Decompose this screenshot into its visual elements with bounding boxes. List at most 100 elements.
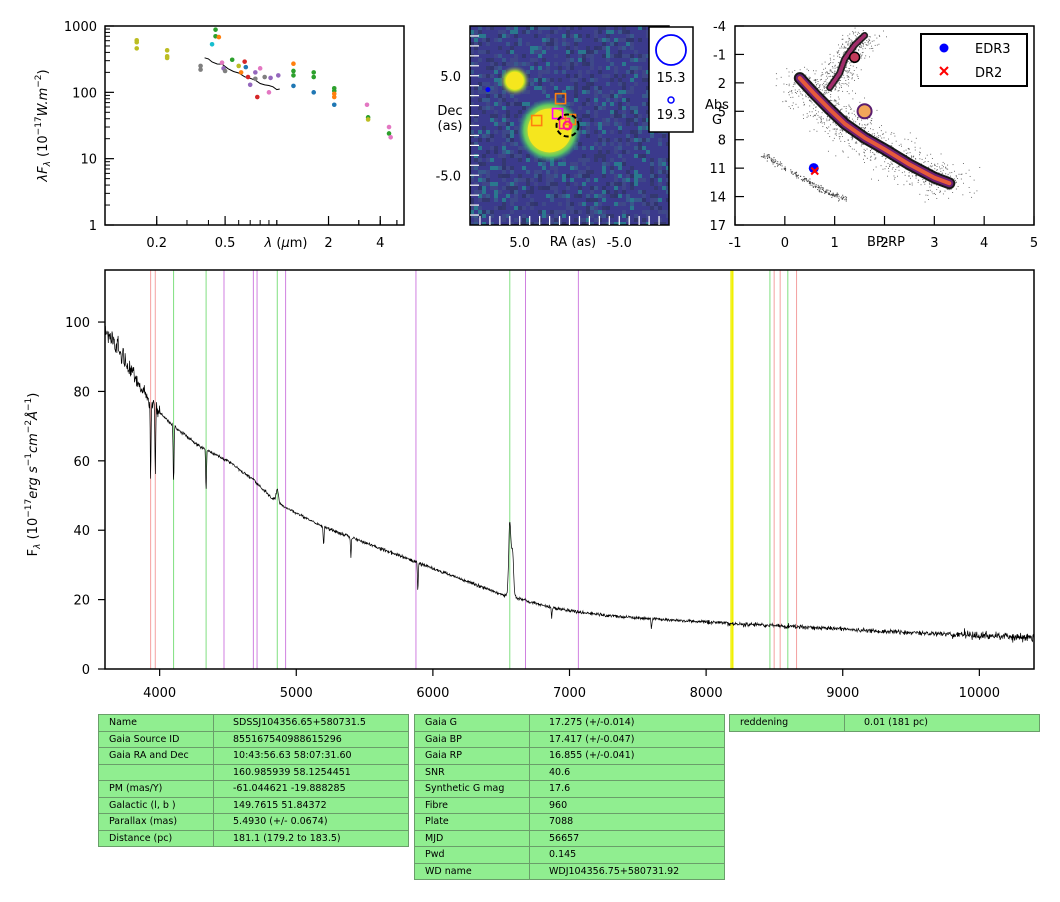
image-pixel xyxy=(554,86,558,90)
hr-white-dwarf-star xyxy=(781,168,783,170)
image-pixel xyxy=(558,26,562,30)
image-pixel xyxy=(598,94,602,98)
image-pixel xyxy=(538,86,542,90)
spectrum-panel: 4000 5000 6000 7000 8000 9000 1000002040608010… xyxy=(24,269,1035,701)
image-pixel xyxy=(562,90,566,94)
image-pixel xyxy=(558,78,562,82)
hr-field-star xyxy=(793,82,795,84)
image-pixel xyxy=(606,74,610,78)
hr-field-star xyxy=(870,133,872,135)
image-pixel xyxy=(502,30,506,34)
hr-field-star xyxy=(851,148,853,150)
image-pixel xyxy=(642,210,646,214)
image-pixel xyxy=(614,94,618,98)
hr-field-star xyxy=(947,173,949,175)
image-pixel xyxy=(634,110,638,114)
hr-white-dwarf-star xyxy=(828,192,830,194)
photometry-key: SNR xyxy=(414,763,530,781)
image-pixel xyxy=(634,134,638,138)
sed-point xyxy=(134,39,140,45)
hr-field-star xyxy=(860,69,862,71)
image-pixel xyxy=(482,126,486,130)
hr-field-star xyxy=(931,165,933,167)
hr-field-star xyxy=(833,100,835,102)
sed-point xyxy=(291,83,296,89)
hr-field-star xyxy=(904,171,906,173)
hr-field-star xyxy=(790,107,791,109)
hr-field-star xyxy=(866,40,868,41)
image-pixel xyxy=(542,66,546,70)
image-pixel xyxy=(554,222,558,225)
image-pixel xyxy=(590,198,594,202)
image-pixel xyxy=(614,146,618,150)
sed-point xyxy=(291,73,296,78)
image-pixel xyxy=(642,218,646,222)
hr-field-star xyxy=(883,30,884,32)
image-pixel xyxy=(610,182,614,186)
image-pixel xyxy=(530,58,534,62)
image-pixel xyxy=(470,178,474,182)
image-pixel xyxy=(494,78,498,82)
hr-white-dwarf-star xyxy=(771,160,773,162)
image-pixel xyxy=(478,34,482,38)
hr-field-star xyxy=(871,178,872,180)
image-pixel xyxy=(574,94,578,98)
hr-field-star xyxy=(860,57,862,59)
image-pixel xyxy=(614,194,618,198)
hr-white-dwarf-star xyxy=(776,162,778,164)
image-pixel xyxy=(562,214,566,218)
image-pixel xyxy=(526,90,530,94)
hr-field-star xyxy=(883,137,885,139)
image-pixel xyxy=(474,158,478,162)
image-pixel xyxy=(578,174,582,178)
hr-field-star xyxy=(828,91,830,93)
hr-field-star xyxy=(855,115,857,117)
image-pixel xyxy=(558,74,562,78)
reference-lines xyxy=(150,270,798,669)
hr-field-star xyxy=(815,79,817,81)
hr-field-star xyxy=(873,133,875,135)
hr-field-star xyxy=(869,117,871,118)
image-pixel xyxy=(490,134,494,138)
hr-field-star xyxy=(840,129,842,131)
hr-field-star xyxy=(891,163,893,165)
image-pixel xyxy=(594,222,598,225)
spectrum-y-label: Fλ (10−17erg s−1cm−2Å−1) xyxy=(24,393,43,557)
hr-field-star xyxy=(862,42,864,44)
hr-field-star xyxy=(947,164,949,166)
hr-field-star xyxy=(887,175,888,177)
hr-field-star xyxy=(863,158,864,160)
hr-white-dwarf-star xyxy=(815,184,817,186)
hr-field-star xyxy=(851,74,853,76)
hr-white-dwarf-star xyxy=(804,180,806,182)
hr-field-star xyxy=(839,132,841,133)
hr-y-tick-label: 8 xyxy=(718,134,726,149)
hr-field-star xyxy=(847,78,849,80)
hr-white-dwarf-star xyxy=(820,188,822,190)
image-pixel xyxy=(614,138,618,142)
hr-field-star xyxy=(939,190,941,192)
image-y-tick-label: -5.0 xyxy=(436,169,461,184)
image-pixel xyxy=(518,50,522,54)
image-pixel xyxy=(542,202,546,206)
image-pixel xyxy=(522,190,526,194)
hr-white-dwarf-star xyxy=(773,157,775,159)
image-pixel xyxy=(474,50,478,54)
hr-field-star xyxy=(851,77,853,79)
hr-field-star xyxy=(825,80,827,82)
hr-field-star xyxy=(799,69,801,71)
image-pixel xyxy=(622,186,626,190)
image-pixel xyxy=(558,202,562,206)
hr-field-star xyxy=(858,124,860,126)
hr-field-star xyxy=(850,61,852,63)
image-pixel xyxy=(570,154,574,158)
hr-field-star xyxy=(819,79,821,81)
hr-field-star xyxy=(849,117,850,119)
hr-white-dwarf-star xyxy=(812,186,814,188)
image-pixel xyxy=(478,170,482,174)
image-pixel xyxy=(534,222,538,225)
image-pixel xyxy=(502,186,506,190)
image-pixel xyxy=(574,206,578,210)
image-pixel xyxy=(530,38,534,42)
